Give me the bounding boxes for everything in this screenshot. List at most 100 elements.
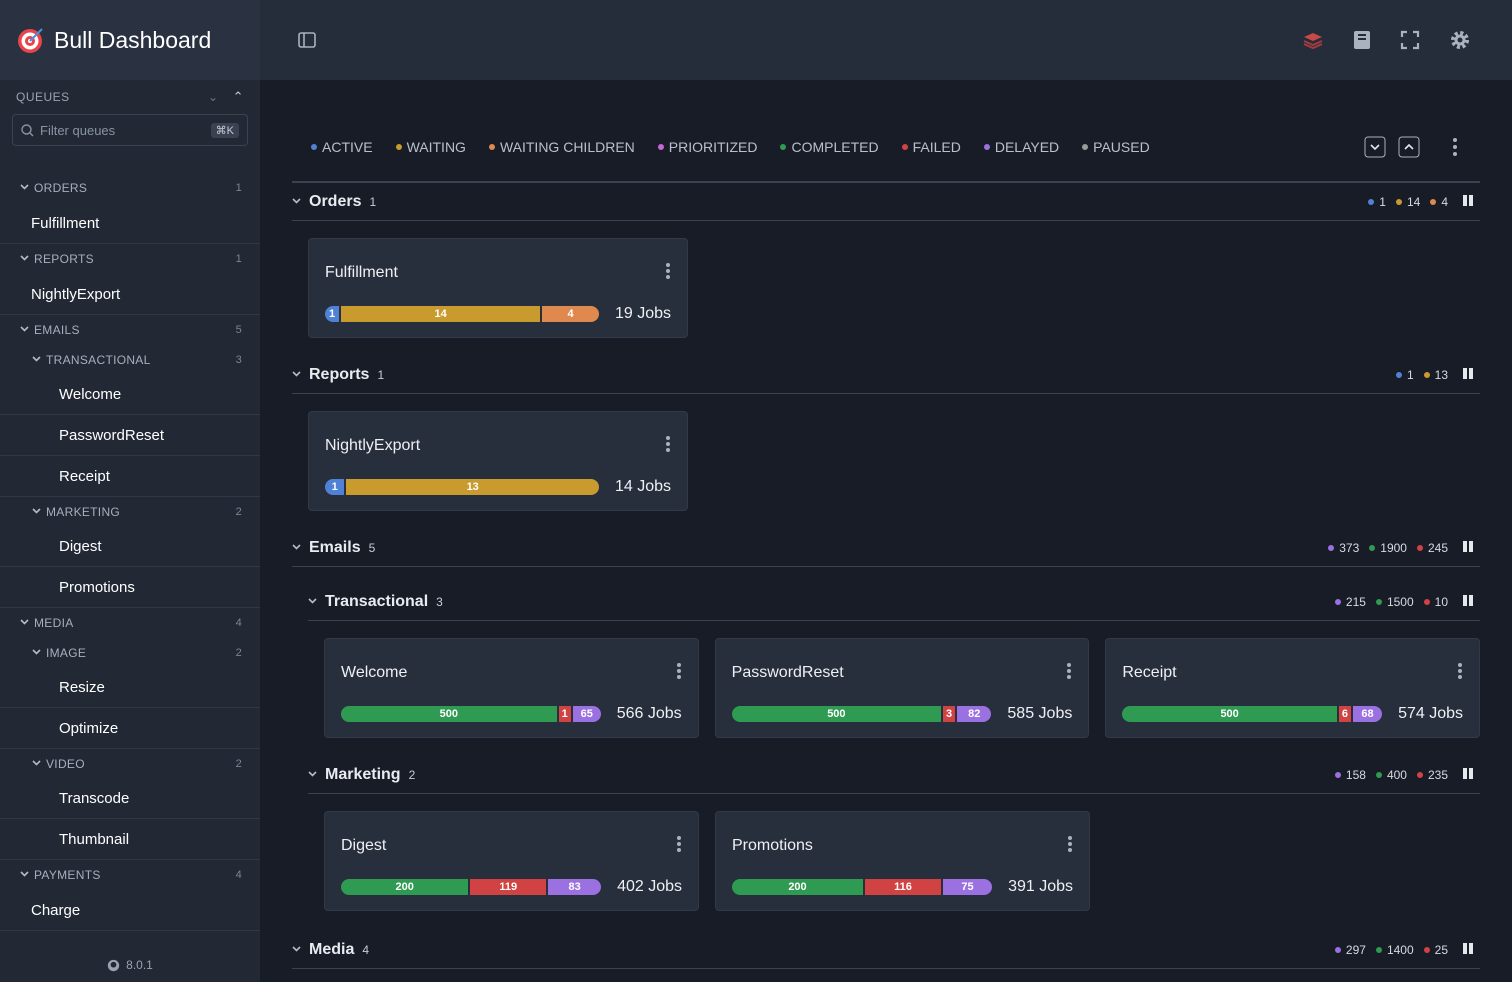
queue-link[interactable]: Receipt <box>0 456 260 497</box>
chevron-icon <box>20 326 29 332</box>
group-header[interactable]: VIDEO 2 <box>0 749 260 778</box>
group-toggle[interactable] <box>20 253 29 265</box>
section-toggle[interactable] <box>308 769 317 781</box>
section-toggle[interactable] <box>292 196 301 208</box>
expand-all[interactable]: ⌃ <box>232 89 244 104</box>
section-toggle[interactable] <box>292 542 301 554</box>
group-toggle[interactable] <box>20 617 29 629</box>
queue-link[interactable]: Resize <box>0 667 260 708</box>
pause-button[interactable] <box>1462 540 1474 556</box>
group-header[interactable]: TRANSACTIONAL 3 <box>0 345 260 374</box>
group-count: 5 <box>235 324 242 336</box>
queue-link[interactable]: Charge <box>0 890 260 931</box>
bar-segment: 116 <box>864 879 941 895</box>
group-header[interactable]: EMAILS 5 <box>0 315 260 345</box>
job-bar: 500 1 65 566 Jobs <box>341 705 682 723</box>
legend-item[interactable]: DELAYED <box>983 139 1059 155</box>
pause-button[interactable] <box>1462 194 1474 210</box>
job-total: 391 Jobs <box>1008 878 1073 895</box>
fullscreen-icon[interactable] <box>1400 30 1420 50</box>
section-count: 5 <box>368 540 376 555</box>
group-toggle[interactable] <box>32 506 41 518</box>
kebab-icon <box>1067 662 1072 679</box>
redis-icon[interactable] <box>1302 29 1324 51</box>
queue-link[interactable]: PasswordReset <box>0 415 260 456</box>
section-toggle[interactable] <box>292 369 301 381</box>
card-menu[interactable] <box>1066 662 1072 685</box>
legend-item[interactable]: WAITING <box>395 139 466 155</box>
group-toggle[interactable] <box>20 324 29 336</box>
queue-card[interactable]: Fulfillment 1 14 4 19 Jobs <box>308 238 688 338</box>
legend-item[interactable]: ACTIVE <box>311 139 373 155</box>
section: Orders 1 1 14 4 Fulfillment 1 14 4 19 Jobs <box>292 183 1480 356</box>
section-summary: 215 1500 10 <box>1334 594 1474 610</box>
section: Reports 1 1 13 NightlyExport 1 13 14 Jobs <box>292 356 1480 529</box>
card-menu[interactable] <box>676 662 682 685</box>
settings-icon[interactable] <box>1449 29 1471 51</box>
queue-link[interactable]: Refund <box>0 931 260 944</box>
queue-card[interactable]: Promotions 200 116 75 391 Jobs <box>715 811 1090 911</box>
queue-card[interactable]: Digest 200 119 83 402 Jobs <box>324 811 699 911</box>
pause-button[interactable] <box>1462 594 1474 610</box>
bar-segment: 500 <box>1122 706 1337 722</box>
more-button[interactable] <box>1444 136 1466 158</box>
group-header[interactable]: REPORTS 1 <box>0 244 260 274</box>
section-count: 2 <box>408 767 416 782</box>
card-menu[interactable] <box>1067 835 1073 858</box>
group-toggle[interactable] <box>32 758 41 770</box>
legend-item[interactable]: FAILED <box>901 139 961 155</box>
legend-item[interactable]: COMPLETED <box>780 139 879 155</box>
queue-link[interactable]: Promotions <box>0 567 260 608</box>
queue-card[interactable]: Welcome 500 1 65 566 Jobs <box>324 638 699 738</box>
summary-value: 13 <box>1434 367 1448 382</box>
legend-item[interactable]: PRIORITIZED <box>657 139 757 155</box>
chevron-icon <box>292 543 301 550</box>
search-box[interactable]: Filter queues ⌘K <box>12 114 248 146</box>
segments: 1 13 <box>325 479 599 495</box>
cards: Digest 200 119 83 402 Jobs Promotions 200 116 75… <box>308 794 1480 929</box>
group-toggle[interactable] <box>20 869 29 881</box>
section-toggle[interactable] <box>308 596 317 608</box>
github-icon[interactable] <box>107 959 120 972</box>
job-total: 574 Jobs <box>1398 705 1464 722</box>
queue-link[interactable]: Digest <box>0 526 260 567</box>
legend-item[interactable]: PAUSED <box>1082 139 1150 155</box>
card-menu[interactable] <box>676 835 682 858</box>
pause-button[interactable] <box>1462 367 1474 383</box>
queue-card[interactable]: PasswordReset 500 3 82 585 Jobs <box>714 638 1090 738</box>
section-title: Media <box>309 940 355 958</box>
toggle-sidebar[interactable] <box>297 30 317 50</box>
group-header[interactable]: ORDERS 1 <box>0 173 260 203</box>
group-toggle[interactable] <box>20 182 29 194</box>
collapse-all[interactable]: ⌄ <box>208 90 219 104</box>
search-icon <box>21 123 34 136</box>
queue-link[interactable]: Transcode <box>0 778 260 819</box>
brand[interactable]: Bull Dashboard <box>0 0 260 80</box>
group-header[interactable]: IMAGE 2 <box>0 638 260 667</box>
pause-button[interactable] <box>1462 942 1474 958</box>
queue-link[interactable]: NightlyExport <box>0 274 260 315</box>
group-header[interactable]: PAYMENTS 4 <box>0 860 260 890</box>
queue-link[interactable]: Thumbnail <box>0 819 260 860</box>
docs-icon[interactable] <box>1352 29 1372 51</box>
card-menu[interactable] <box>1457 662 1463 685</box>
segments: 1 14 4 <box>325 306 599 322</box>
queue-link[interactable]: Welcome <box>0 374 260 415</box>
bar-segment: 13 <box>346 479 599 495</box>
group-toggle[interactable] <box>32 647 41 659</box>
legend-item[interactable]: WAITING CHILDREN <box>488 139 635 155</box>
card-menu[interactable] <box>665 262 671 285</box>
expand-button[interactable] <box>1398 136 1420 158</box>
collapse-button[interactable] <box>1364 136 1386 158</box>
section-toggle[interactable] <box>292 944 301 956</box>
queue-link[interactable]: Fulfillment <box>0 203 260 244</box>
card-menu[interactable] <box>665 435 671 458</box>
pause-button[interactable] <box>1462 767 1474 783</box>
queue-link[interactable]: Optimize <box>0 708 260 749</box>
summary-dot <box>1423 598 1430 605</box>
group-header[interactable]: MARKETING 2 <box>0 497 260 526</box>
group-toggle[interactable] <box>32 354 41 366</box>
group-header[interactable]: MEDIA 4 <box>0 608 260 638</box>
queue-card[interactable]: Receipt 500 6 68 574 Jobs <box>1105 638 1480 738</box>
queue-card[interactable]: NightlyExport 1 13 14 Jobs <box>308 411 688 511</box>
